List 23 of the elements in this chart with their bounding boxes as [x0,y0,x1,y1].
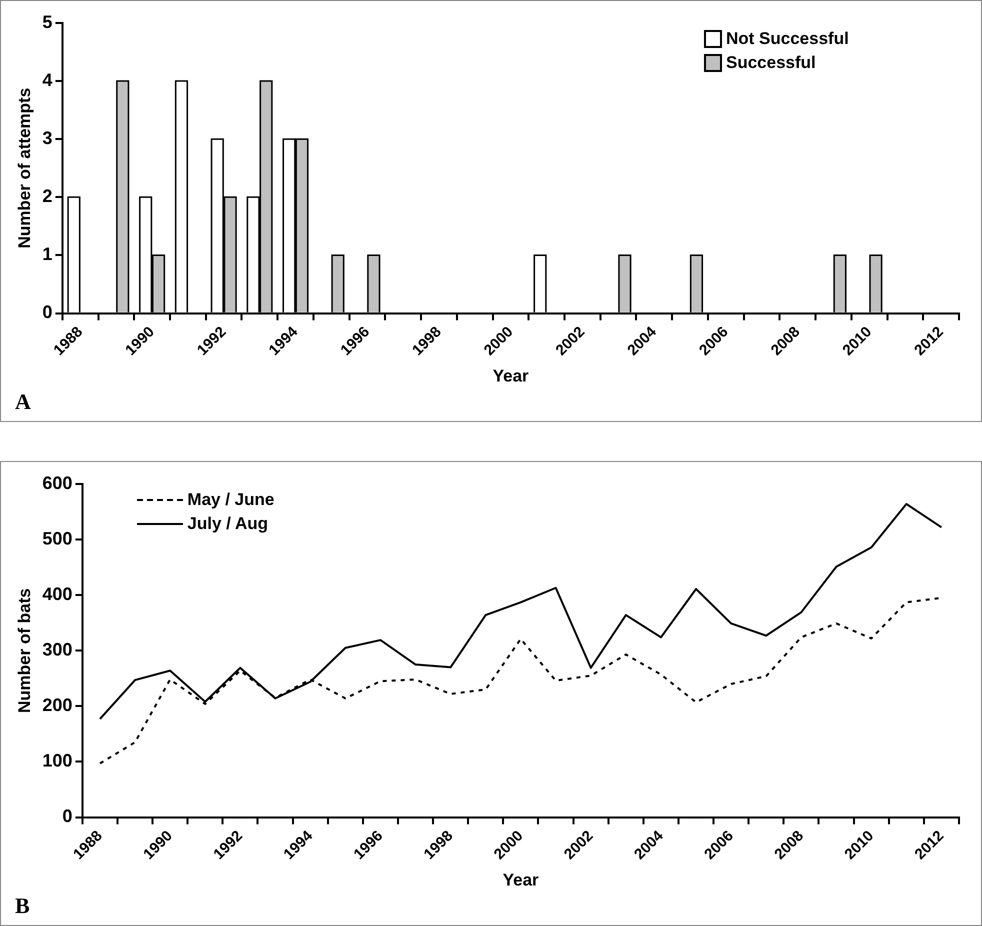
x-axis-title: Year [502,870,540,890]
legend-label: Not Successful [726,29,849,49]
y-tick-label: 5 [42,12,52,32]
y-tick-label: 1 [42,244,52,264]
y-tick-label: 500 [42,528,72,549]
y-tick-label: 600 [42,472,72,493]
y-tick-label: 200 [42,695,72,716]
y-tick-label: 2 [42,186,52,206]
y-axis-title: Number of bats [14,588,34,713]
y-tick-label: 3 [42,128,52,148]
y-tick-label: 4 [42,70,52,90]
y-axis-title: Number of attempts [14,88,34,248]
legend-label: May / June [187,490,274,510]
y-tick-label: 300 [42,640,72,660]
legend-label: Successful [726,53,816,73]
y-tick-label: 0 [62,806,72,826]
y-tick-label: 100 [42,750,72,771]
text: A [15,389,31,415]
y-tick-label: 0 [42,302,52,322]
x-axis-title: Year [492,366,530,386]
legend-label: July / Aug [187,514,268,534]
text: B [15,893,30,919]
y-tick-label: 400 [42,584,72,604]
